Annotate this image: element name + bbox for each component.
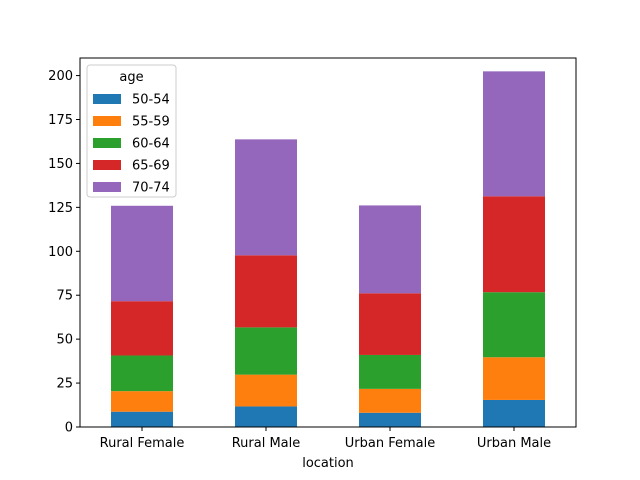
bar-rural-male-55-59 bbox=[235, 374, 297, 407]
legend-swatch-60-64 bbox=[93, 138, 121, 148]
bar-rural-male-50-54 bbox=[235, 406, 297, 427]
x-tick-label: Urban Female bbox=[345, 436, 435, 451]
legend-label-60-64: 60-64 bbox=[132, 137, 170, 152]
bars-layer bbox=[111, 71, 545, 427]
bar-rural-female-55-59 bbox=[111, 391, 173, 412]
bar-rural-male-60-64 bbox=[235, 327, 297, 375]
legend-swatch-55-59 bbox=[93, 116, 121, 126]
y-tick-label: 75 bbox=[56, 289, 73, 304]
plot-frame bbox=[79, 57, 577, 428]
legend-title: age bbox=[119, 70, 143, 85]
bar-rural-female-50-54 bbox=[111, 411, 173, 427]
y-tick-label: 150 bbox=[48, 157, 73, 172]
bar-urban-female-65-69 bbox=[359, 293, 421, 355]
legend-swatch-65-69 bbox=[93, 160, 121, 170]
y-tick-label: 100 bbox=[48, 245, 73, 260]
legend-label-70-74: 70-74 bbox=[132, 181, 170, 196]
y-axis: 0 25 50 75 100 125 150 175 200 bbox=[48, 69, 80, 436]
bar-urban-female-60-64 bbox=[359, 354, 421, 389]
y-tick-label: 50 bbox=[56, 333, 73, 348]
x-tick-label: Rural Male bbox=[232, 436, 301, 451]
bar-urban-female-70-74 bbox=[359, 205, 421, 294]
bar-rural-female-65-69 bbox=[111, 301, 173, 356]
bar-rural-female-70-74 bbox=[111, 205, 173, 302]
y-tick-label: 175 bbox=[48, 113, 73, 128]
x-tick-label: Urban Male bbox=[477, 436, 551, 451]
legend-swatch-50-54 bbox=[93, 94, 121, 104]
bar-urban-male-65-69 bbox=[483, 196, 545, 293]
bar-urban-male-60-64 bbox=[483, 292, 545, 358]
legend-label-65-69: 65-69 bbox=[132, 159, 170, 174]
bar-rural-male-65-69 bbox=[235, 255, 297, 328]
bar-urban-female-55-59 bbox=[359, 388, 421, 413]
legend: age 50-54 55-59 60-64 65-69 70-74 bbox=[86, 64, 177, 198]
bar-urban-female-50-54 bbox=[359, 412, 421, 427]
bar-rural-female-60-64 bbox=[111, 355, 173, 392]
bar-urban-male-55-59 bbox=[483, 357, 545, 400]
x-axis: Rural Female Rural Male Urban Female Urban … bbox=[100, 427, 551, 451]
x-axis-title: location bbox=[302, 456, 354, 471]
bar-rural-male-70-74 bbox=[235, 139, 297, 256]
legend-label-55-59: 55-59 bbox=[132, 115, 170, 130]
legend-swatch-70-74 bbox=[93, 182, 121, 192]
bar-urban-male-70-74 bbox=[483, 71, 545, 197]
y-tick-label: 125 bbox=[48, 201, 73, 216]
y-tick-label: 0 bbox=[65, 421, 73, 436]
y-tick-label: 200 bbox=[48, 69, 73, 84]
x-tick-label: Rural Female bbox=[100, 436, 185, 451]
legend-label-50-54: 50-54 bbox=[132, 93, 170, 108]
y-tick-label: 25 bbox=[56, 377, 73, 392]
bar-urban-male-50-54 bbox=[483, 399, 545, 427]
